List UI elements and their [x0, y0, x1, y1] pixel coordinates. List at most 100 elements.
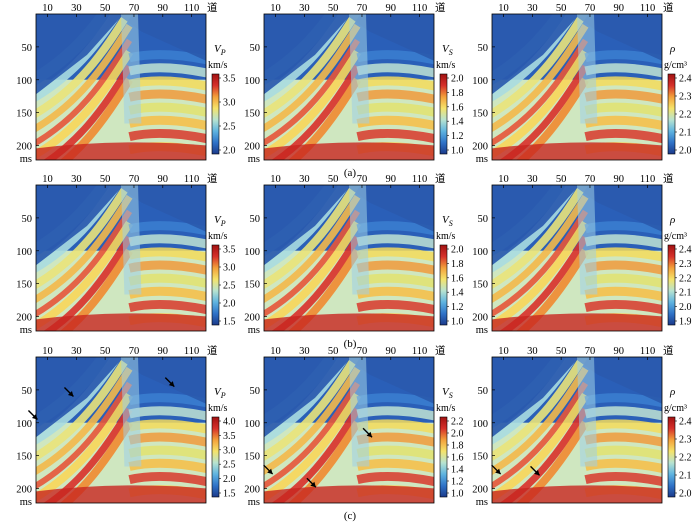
colorbar-tick-label: 1.5 [223, 489, 236, 500]
annotation-arrow [263, 464, 274, 475]
colorbar-tick-label: 2.0 [679, 302, 692, 313]
figure-row: 10 30 50 70 90 110 道50100150200ms3.53.02.52.01… [16, 172, 692, 350]
seismic-image [264, 357, 434, 503]
y-tick-label: 150 [244, 280, 260, 291]
plot-frame [491, 13, 663, 161]
x-tick-label: 110 [184, 174, 199, 185]
x-tick-label: 10 [270, 3, 281, 14]
y-tick-label: 50 [478, 214, 489, 225]
colorbar-tick-label: 2.1 [679, 471, 692, 482]
x-tick-label: 10 [270, 346, 281, 357]
colorbar-tick-label: 2.0 [679, 489, 692, 500]
colorbar-tick-label: 2.4 [679, 245, 692, 256]
colorbar-tick-label: 1.6 [451, 102, 464, 113]
plot-frame [263, 356, 435, 504]
x-tick-label: 90 [158, 174, 169, 185]
x-axis-unit: 道 [663, 344, 674, 357]
x-tick-label: 90 [158, 346, 169, 357]
colorbar-unit: g/cm³ [664, 403, 687, 414]
y-tick-label: 100 [244, 419, 260, 430]
seismic-image [36, 14, 206, 160]
plot-frame [35, 356, 207, 504]
x-tick-label: 110 [184, 3, 199, 14]
parameter-subscript: P [220, 219, 226, 228]
x-tick-label: 50 [328, 174, 339, 185]
x-tick-label: 50 [556, 174, 567, 185]
y-tick-label: 50 [250, 214, 261, 225]
x-tick-label: 70 [585, 3, 596, 14]
colorbar-tick-label: 1.8 [451, 441, 464, 452]
row-caption: (c) [344, 510, 357, 522]
parameter-symbol: ρ [669, 43, 675, 55]
y-axis-unit: ms [248, 154, 260, 165]
figure-row: 10 30 50 70 90 110 道50100150200ms4.03.53.02.52… [16, 344, 692, 522]
x-tick-label: 30 [527, 174, 538, 185]
x-axis-unit: 道 [207, 172, 218, 185]
seismic-image [264, 14, 434, 160]
parameter-symbol: V [214, 43, 222, 55]
y-tick-label: 200 [244, 485, 260, 496]
colorbar-tick-label: 1.8 [451, 259, 464, 270]
y-tick-label: 50 [478, 386, 489, 397]
parameter-symbol: V [442, 386, 450, 398]
x-tick-label: 110 [412, 346, 427, 357]
colorbar-tick-label: 2.1 [679, 288, 692, 299]
x-tick-label: 50 [556, 346, 567, 357]
annotation-arrow [306, 477, 317, 488]
y-tick-label: 50 [22, 43, 33, 54]
colorbar-tick-label: 2.1 [679, 128, 692, 139]
panel: 10 30 50 70 90 110 道50100150200ms2.42.32.22.12… [472, 1, 692, 165]
parameter-subscript: S [449, 391, 453, 400]
y-axis-unit: ms [20, 154, 32, 165]
colorbar-tick-label: 1.6 [451, 273, 464, 284]
parameter-subscript: S [449, 219, 453, 228]
x-tick-label: 70 [585, 346, 596, 357]
colorbar-tick-label: 2.0 [451, 429, 464, 440]
x-tick-label: 30 [527, 346, 538, 357]
colorbar-tick-label: 2.0 [451, 245, 464, 256]
colorbar-tick-label: 2.4 [679, 417, 692, 428]
y-axis-unit: ms [248, 325, 260, 336]
colorbar-tick-label: 2.3 [679, 259, 692, 270]
y-tick-label: 150 [16, 109, 32, 120]
x-tick-label: 90 [614, 174, 625, 185]
x-tick-label: 50 [100, 174, 111, 185]
y-tick-label: 50 [22, 386, 33, 397]
colorbar-tick-label: 3.5 [223, 245, 236, 256]
x-tick-label: 110 [412, 3, 427, 14]
x-tick-label: 70 [357, 174, 368, 185]
colorbar-unit: km/s [436, 231, 456, 242]
colorbar: 2.4 2.3 2.2 2.1 2.0 1.9 ρ g/cm³ [664, 214, 692, 328]
colorbar-symbol: VS [442, 214, 453, 228]
annotation-arrow [63, 386, 74, 397]
y-tick-label: 150 [472, 452, 488, 463]
y-tick-label: 50 [478, 43, 489, 54]
y-tick-label: 100 [244, 247, 260, 258]
colorbar-symbol: VP [214, 43, 226, 57]
annotation-arrow [491, 464, 502, 475]
x-tick-label: 90 [386, 174, 397, 185]
x-tick-label: 50 [328, 346, 339, 357]
parameter-symbol: V [442, 43, 450, 55]
parameter-symbol: ρ [669, 386, 675, 398]
colorbar-tick-label: 2.3 [679, 435, 692, 446]
colorbar-tick-label: 2.0 [679, 146, 692, 157]
x-axis-unit: 道 [435, 1, 446, 14]
colorbar-unit: g/cm³ [664, 231, 687, 242]
colorbar-unit: km/s [208, 231, 228, 242]
y-tick-label: 100 [244, 76, 260, 87]
row-caption: (a) [344, 167, 357, 179]
colorbar-tick-label: 1.4 [451, 288, 464, 299]
x-tick-label: 110 [640, 174, 655, 185]
y-tick-label: 100 [472, 419, 488, 430]
y-tick-label: 200 [244, 142, 260, 153]
parameter-symbol: V [442, 214, 450, 226]
colorbar-tick-label: 2.2 [451, 417, 464, 428]
annotation-arrow [362, 427, 373, 438]
colorbar-tick-label: 1.2 [451, 477, 464, 488]
